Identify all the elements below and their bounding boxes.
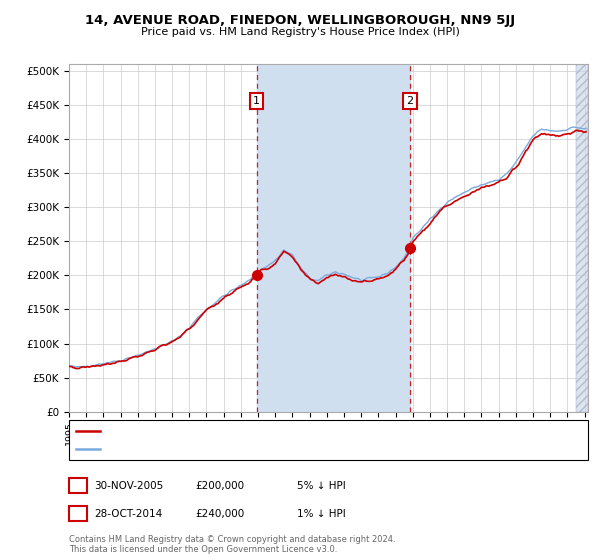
Bar — [576, 64, 588, 412]
Text: 5% ↓ HPI: 5% ↓ HPI — [297, 480, 346, 491]
Text: Price paid vs. HM Land Registry's House Price Index (HPI): Price paid vs. HM Land Registry's House … — [140, 27, 460, 37]
Text: 2: 2 — [74, 508, 82, 519]
Text: £240,000: £240,000 — [195, 508, 244, 519]
Text: This data is licensed under the Open Government Licence v3.0.: This data is licensed under the Open Gov… — [69, 545, 337, 554]
Text: 1: 1 — [253, 96, 260, 106]
Text: HPI: Average price, detached house, North Northamptonshire: HPI: Average price, detached house, Nort… — [104, 445, 395, 454]
Text: 1% ↓ HPI: 1% ↓ HPI — [297, 508, 346, 519]
Text: Contains HM Land Registry data © Crown copyright and database right 2024.: Contains HM Land Registry data © Crown c… — [69, 535, 395, 544]
Bar — [257, 64, 410, 412]
Text: 2: 2 — [406, 96, 413, 106]
Text: 30-NOV-2005: 30-NOV-2005 — [94, 480, 163, 491]
Text: 1: 1 — [74, 480, 82, 491]
Text: £200,000: £200,000 — [195, 480, 244, 491]
Text: 14, AVENUE ROAD, FINEDON, WELLINGBOROUGH, NN9 5JJ: 14, AVENUE ROAD, FINEDON, WELLINGBOROUGH… — [85, 14, 515, 27]
Text: 28-OCT-2014: 28-OCT-2014 — [94, 508, 163, 519]
Text: 14, AVENUE ROAD, FINEDON, WELLINGBOROUGH, NN9 5JJ (detached house): 14, AVENUE ROAD, FINEDON, WELLINGBOROUGH… — [104, 427, 464, 436]
Bar — [576, 64, 588, 412]
